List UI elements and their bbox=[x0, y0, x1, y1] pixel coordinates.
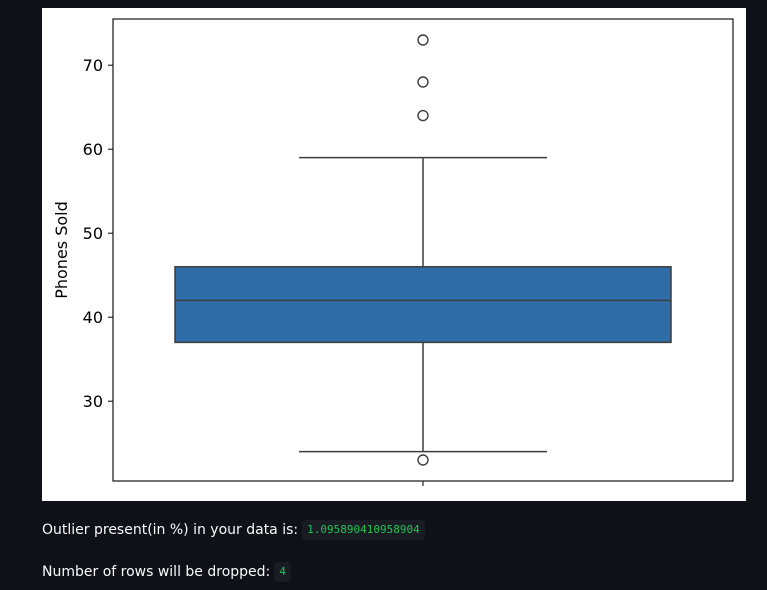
rows-dropped-label: Number of rows will be dropped: bbox=[42, 564, 271, 580]
boxplot-figure: 30 40 50 60 70 Phones Sold bbox=[42, 8, 746, 501]
outlier-point-2 bbox=[417, 76, 429, 88]
outlier-percent-value: 1.095890410958904 bbox=[302, 520, 425, 540]
y-tick-label-70: 70 bbox=[83, 56, 103, 75]
outlier-percent-label: Outlier present(in %) in your data is: bbox=[42, 522, 299, 538]
rows-dropped-value: 4 bbox=[274, 562, 291, 582]
outlier-point-1 bbox=[417, 109, 429, 122]
boxplot-chart: 30 40 50 60 70 Phones Sold bbox=[52, 18, 734, 486]
rows-dropped-line: Number of rows will be dropped: 4 bbox=[42, 562, 291, 582]
outlier-point-0 bbox=[417, 454, 429, 466]
outlier-point-3 bbox=[417, 34, 429, 46]
y-tick-label-60: 60 bbox=[83, 140, 103, 159]
y-tick-label-40: 40 bbox=[83, 308, 103, 327]
iqr-box bbox=[174, 266, 672, 344]
outlier-percent-line: Outlier present(in %) in your data is: 1… bbox=[42, 520, 425, 540]
y-axis-label: Phones Sold bbox=[52, 201, 71, 299]
y-tick-label-50: 50 bbox=[83, 224, 103, 243]
y-tick-label-30: 30 bbox=[83, 392, 103, 411]
